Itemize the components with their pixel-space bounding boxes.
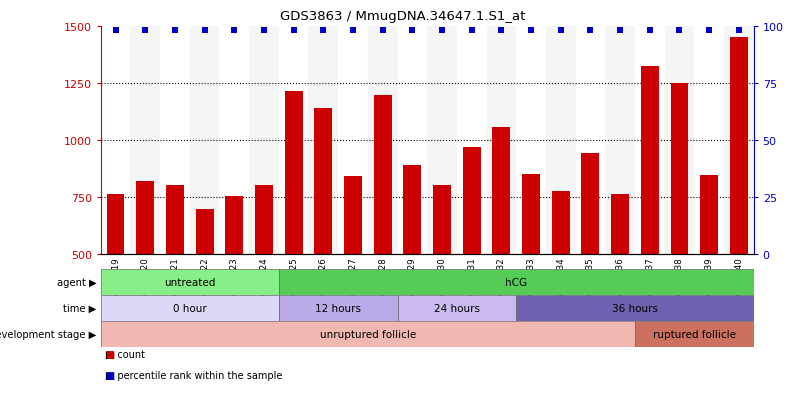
Text: time ▶: time ▶: [64, 303, 97, 313]
Bar: [581, 154, 600, 254]
Text: untreated: untreated: [164, 277, 215, 287]
Bar: [427, 27, 457, 254]
Bar: [219, 27, 249, 254]
Bar: [552, 192, 570, 254]
Bar: [106, 195, 124, 254]
Bar: [516, 27, 546, 254]
Text: ■ percentile rank within the sample: ■ percentile rank within the sample: [105, 370, 282, 380]
Bar: [309, 27, 339, 254]
Text: hCG: hCG: [505, 277, 527, 287]
Text: GDS3863 / MmugDNA.34647.1.S1_at: GDS3863 / MmugDNA.34647.1.S1_at: [280, 10, 526, 23]
Bar: [516, 295, 754, 321]
Bar: [339, 27, 368, 254]
Bar: [665, 27, 694, 254]
Bar: [368, 27, 397, 254]
Bar: [279, 269, 754, 295]
Text: unruptured follicle: unruptured follicle: [320, 329, 416, 339]
Bar: [641, 66, 659, 254]
Text: ■ count: ■ count: [105, 349, 145, 359]
Bar: [160, 27, 189, 254]
Text: ruptured follicle: ruptured follicle: [653, 329, 736, 339]
Bar: [635, 321, 754, 347]
Bar: [101, 27, 131, 254]
Text: 0 hour: 0 hour: [173, 303, 206, 313]
Text: 24 hours: 24 hours: [434, 303, 480, 313]
Bar: [635, 27, 665, 254]
Bar: [457, 27, 487, 254]
Bar: [724, 27, 754, 254]
Bar: [546, 27, 575, 254]
Bar: [463, 147, 480, 254]
Text: 12 hours: 12 hours: [315, 303, 361, 313]
Text: agent ▶: agent ▶: [57, 277, 97, 287]
Bar: [522, 174, 540, 254]
Bar: [404, 165, 422, 254]
Bar: [374, 96, 392, 254]
Bar: [487, 27, 516, 254]
Bar: [255, 186, 273, 254]
Bar: [279, 295, 397, 321]
Bar: [694, 27, 724, 254]
Bar: [344, 177, 362, 254]
Bar: [101, 295, 279, 321]
Bar: [433, 186, 451, 254]
Text: 36 hours: 36 hours: [612, 303, 658, 313]
Bar: [611, 195, 629, 254]
Text: ■: ■: [105, 349, 114, 359]
Bar: [314, 109, 332, 254]
Bar: [101, 269, 279, 295]
Bar: [730, 38, 748, 254]
Bar: [189, 27, 219, 254]
Bar: [226, 196, 243, 254]
Bar: [166, 186, 184, 254]
Bar: [196, 210, 214, 254]
Bar: [700, 176, 718, 254]
Bar: [249, 27, 279, 254]
Bar: [136, 181, 154, 254]
Bar: [397, 295, 516, 321]
Bar: [492, 128, 510, 254]
Bar: [101, 321, 635, 347]
Bar: [671, 83, 688, 254]
Text: development stage ▶: development stage ▶: [0, 329, 97, 339]
Bar: [131, 27, 160, 254]
Bar: [605, 27, 635, 254]
Bar: [279, 27, 309, 254]
Bar: [397, 27, 427, 254]
Bar: [285, 92, 302, 254]
Text: ■: ■: [105, 370, 114, 380]
Bar: [575, 27, 605, 254]
